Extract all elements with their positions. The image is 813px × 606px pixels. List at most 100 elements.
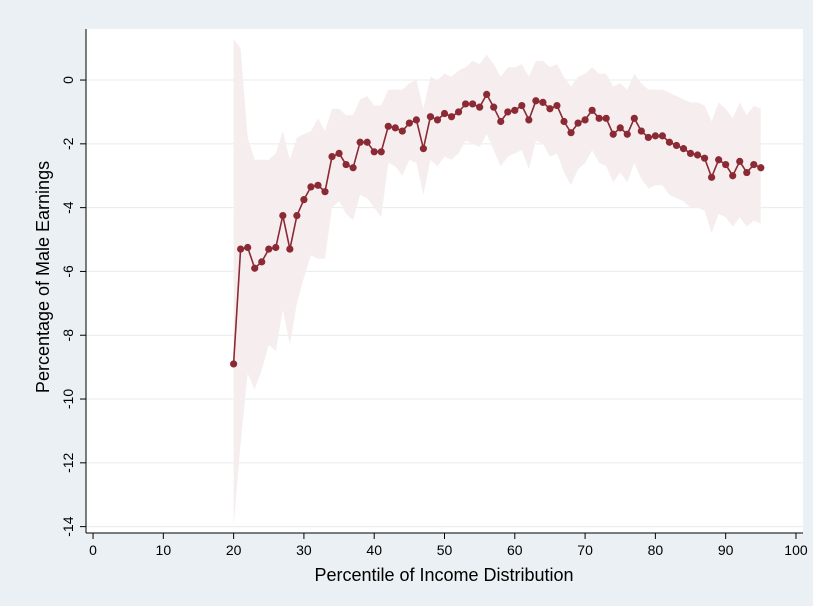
x-ticks: 0 10 20 30 40 50 60 70 80 90 100 — [89, 533, 808, 558]
data-point — [595, 114, 603, 122]
data-point — [412, 116, 420, 124]
data-point — [722, 160, 730, 169]
data-point — [251, 264, 259, 272]
data-point — [757, 164, 765, 172]
data-point — [560, 117, 568, 126]
data-point — [230, 360, 238, 368]
x-tick-label: 70 — [577, 542, 593, 558]
x-tick-label: 30 — [296, 542, 312, 558]
x-tick-label: 0 — [89, 542, 97, 558]
data-point — [672, 141, 681, 150]
data-point — [293, 212, 301, 220]
data-point — [637, 127, 645, 135]
data-point — [700, 154, 709, 162]
y-tick-label: 0 — [60, 76, 76, 84]
data-points — [230, 90, 765, 368]
data-point — [370, 148, 378, 156]
data-point — [644, 133, 652, 142]
data-point — [483, 90, 491, 98]
data-point — [574, 119, 582, 127]
data-point — [553, 101, 561, 110]
data-point — [286, 245, 294, 253]
data-point — [665, 138, 674, 146]
x-tick-label: 80 — [648, 542, 664, 558]
data-point — [447, 113, 456, 121]
y-ticks: 0 -2 -4 -6 -8 -10 -12 -14 — [60, 76, 86, 537]
data-point — [539, 98, 547, 106]
x-tick-label: 50 — [437, 542, 453, 558]
y-tick-label: -8 — [60, 329, 76, 342]
data-point — [265, 245, 273, 253]
data-point — [715, 156, 723, 164]
data-point — [581, 116, 589, 124]
data-point — [244, 243, 252, 252]
data-point — [426, 113, 435, 121]
data-point — [391, 124, 399, 132]
data-point — [750, 160, 758, 169]
y-tick-label: -6 — [60, 265, 76, 278]
data-point — [729, 172, 737, 180]
data-point — [272, 243, 280, 252]
data-point — [476, 103, 484, 111]
data-point — [616, 124, 624, 132]
data-point — [349, 164, 357, 172]
data-point — [708, 173, 716, 181]
x-axis-title: Percentile of Income Distribution — [314, 565, 573, 585]
data-point — [321, 188, 329, 196]
data-point — [377, 148, 385, 156]
data-point — [743, 168, 751, 177]
x-tick-label: 60 — [507, 542, 523, 558]
y-axis-title: Percentage of Male Earnings — [33, 161, 53, 393]
x-tick-label: 20 — [226, 542, 242, 558]
data-point — [398, 127, 406, 135]
data-point — [532, 97, 540, 105]
y-tick-label: -2 — [60, 137, 76, 150]
data-point — [609, 130, 617, 138]
data-point — [384, 122, 392, 130]
data-point — [525, 116, 533, 124]
data-point — [623, 130, 631, 138]
data-point — [335, 149, 343, 158]
data-point — [237, 245, 245, 253]
data-point — [440, 109, 449, 118]
data-point — [363, 138, 371, 146]
series-line — [232, 92, 762, 364]
data-point — [307, 183, 315, 191]
data-point — [630, 114, 638, 122]
data-point — [328, 152, 336, 161]
data-point — [454, 108, 463, 116]
data-point — [567, 129, 575, 137]
data-point — [602, 114, 610, 122]
data-point — [258, 258, 266, 266]
x-tick-label: 100 — [784, 542, 808, 558]
y-tick-label: -4 — [60, 201, 76, 214]
data-point — [546, 105, 554, 113]
data-point — [693, 151, 702, 159]
data-point — [342, 160, 350, 169]
data-point — [356, 138, 364, 146]
data-point — [300, 196, 308, 204]
data-point — [469, 100, 477, 108]
data-point — [314, 181, 322, 189]
data-point — [736, 157, 744, 165]
data-point — [651, 132, 659, 140]
x-tick-label: 90 — [718, 542, 734, 558]
data-point — [588, 106, 596, 114]
x-tick-label: 40 — [366, 542, 382, 558]
data-point — [490, 103, 498, 111]
data-point — [658, 132, 667, 140]
x-tick-label: 10 — [156, 542, 172, 558]
y-tick-label: -12 — [60, 452, 76, 472]
y-tick-label: -14 — [60, 516, 76, 536]
confidence-band — [233, 38, 761, 527]
data-point — [433, 116, 442, 124]
data-point — [518, 101, 526, 110]
y-tick-label: -10 — [60, 389, 76, 409]
data-point — [504, 108, 512, 116]
data-point — [497, 117, 505, 126]
data-point — [679, 145, 688, 153]
data-point — [511, 106, 519, 114]
data-point — [461, 100, 470, 108]
data-point — [419, 145, 428, 153]
